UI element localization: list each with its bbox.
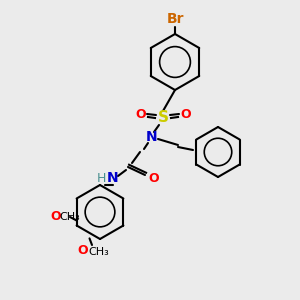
Text: N: N (107, 171, 119, 185)
Text: H: H (97, 172, 106, 184)
Text: O: O (50, 211, 61, 224)
Text: O: O (77, 244, 88, 257)
Text: Br: Br (166, 12, 184, 26)
Text: O: O (148, 172, 159, 184)
Text: CH₃: CH₃ (59, 212, 80, 222)
Text: CH₃: CH₃ (88, 247, 109, 257)
Text: O: O (180, 107, 190, 121)
Text: N: N (146, 130, 158, 144)
Text: S: S (158, 110, 169, 124)
Text: O: O (135, 107, 146, 121)
